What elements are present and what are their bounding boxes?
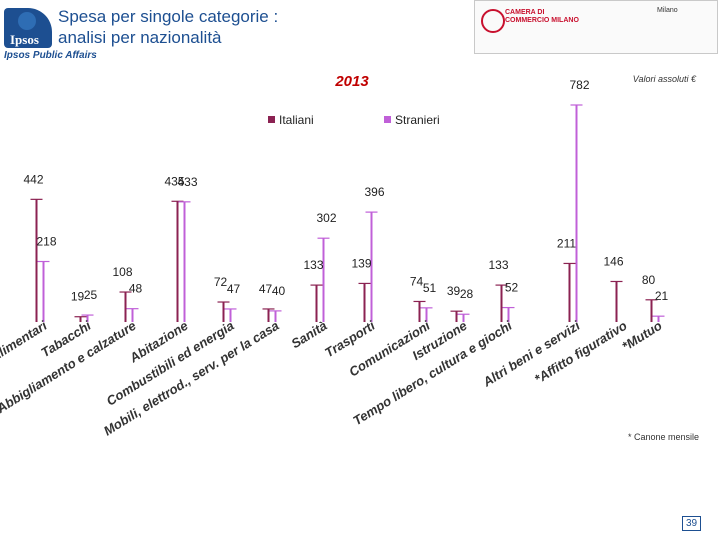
header: Ipsos Ipsos Public Affairs Spesa per sin… bbox=[0, 0, 720, 62]
value-label-0-12: 146 bbox=[603, 254, 623, 268]
value-label-1-13: 21 bbox=[655, 289, 669, 303]
page-title-line1: Spesa per singole categorie : bbox=[58, 7, 279, 26]
value-label-0-9: 39 bbox=[447, 284, 461, 298]
chamber-emblem-icon bbox=[481, 9, 505, 33]
bars bbox=[30, 104, 665, 322]
value-label-0-0: 442 bbox=[23, 172, 43, 186]
page-title-line2: analisi per nazionalità bbox=[58, 28, 222, 47]
value-label-0-11: 211 bbox=[557, 236, 576, 250]
value-label-1-11: 782 bbox=[569, 78, 589, 92]
legend-label-1: Stranieri bbox=[395, 113, 440, 127]
brand-subtitle: Ipsos Public Affairs bbox=[4, 50, 97, 61]
value-label-1-2: 48 bbox=[129, 282, 143, 296]
value-label-0-2: 108 bbox=[112, 265, 132, 279]
value-label-1-0: 218 bbox=[36, 235, 56, 249]
page-number: 39 bbox=[682, 516, 702, 531]
value-label-1-10: 52 bbox=[505, 281, 519, 295]
category-label-13: *Mutuo bbox=[619, 318, 664, 354]
value-label-0-3: 435 bbox=[164, 174, 184, 188]
sponsor-text: CAMERA DI COMMERCIO MILANO bbox=[505, 9, 579, 24]
legend-swatch-1 bbox=[384, 116, 391, 123]
unit-note: Valori assoluti € bbox=[633, 74, 697, 84]
value-label-1-6: 302 bbox=[316, 211, 336, 225]
city-text: Milano bbox=[657, 7, 678, 14]
value-label-1-9: 28 bbox=[460, 287, 474, 301]
legend: Italiani Stranieri bbox=[268, 113, 440, 127]
legend-label-0: Italiani bbox=[279, 113, 314, 127]
page-title: Spesa per singole categorie : analisi pe… bbox=[58, 6, 278, 48]
value-label-1-4: 47 bbox=[227, 282, 241, 296]
logo-text: Ipsos bbox=[10, 32, 39, 47]
value-label-0-7: 139 bbox=[351, 256, 371, 270]
value-label-0-13: 80 bbox=[642, 273, 656, 287]
value-label-0-10: 133 bbox=[488, 258, 508, 272]
value-label-1-3: 433 bbox=[177, 175, 197, 189]
sponsor-logos: CAMERA DI COMMERCIO MILANO Milano bbox=[474, 0, 718, 54]
logo-circle-icon bbox=[18, 12, 36, 30]
value-label-0-6: 133 bbox=[303, 258, 323, 272]
legend-swatch-0 bbox=[268, 116, 275, 123]
value-label-0-8: 74 bbox=[410, 274, 424, 288]
footnote: * Canone mensile bbox=[628, 432, 700, 442]
value-label-1-7: 396 bbox=[364, 185, 384, 199]
ipsos-logo: Ipsos bbox=[4, 8, 52, 48]
value-label-1-5: 40 bbox=[272, 284, 286, 298]
value-label-1-8: 51 bbox=[423, 281, 437, 295]
value-label-0-5: 47 bbox=[259, 282, 273, 296]
value-label-0-4: 72 bbox=[214, 275, 228, 289]
bar-chart: 2013 Valori assoluti € Italiani Stranieri… bbox=[0, 73, 697, 439]
chart-title: 2013 bbox=[334, 73, 369, 90]
category-label-0: Alimentari bbox=[0, 318, 50, 365]
value-label-0-1: 19 bbox=[71, 290, 85, 304]
value-label-1-1: 25 bbox=[84, 288, 98, 302]
